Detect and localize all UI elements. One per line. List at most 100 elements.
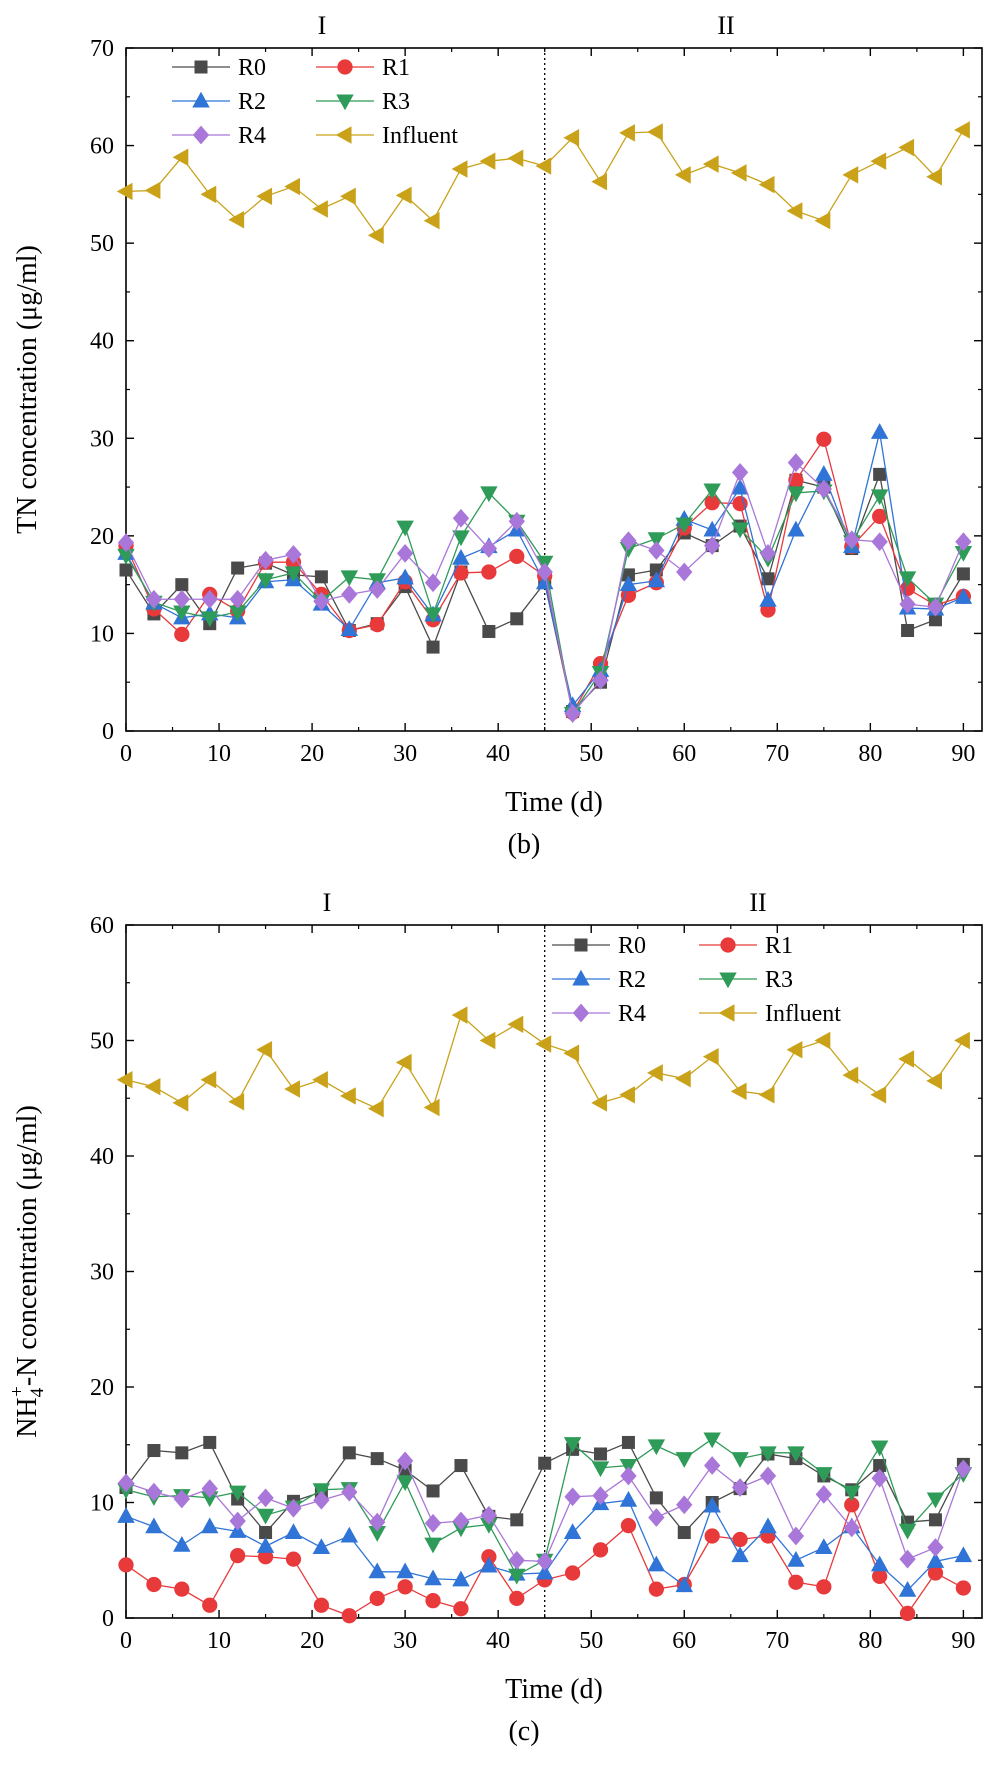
data-point-r3 [284,566,303,583]
data-point-r4 [871,532,888,552]
data-point-r0 [426,640,440,654]
series-r4 [117,453,972,723]
data-point-influent [591,172,608,191]
y-tick-label: 30 [90,1260,114,1286]
data-point-r0 [928,1513,942,1527]
y-tick-label: 40 [90,329,114,355]
data-point-r0 [342,1446,356,1460]
data-point-r1 [872,1568,888,1585]
data-point-r2 [340,620,359,637]
legend-label: R3 [765,967,793,993]
legend-item-r1: R1 [316,55,410,81]
data-point-influent [926,168,942,186]
legend-item-influent: Influent [316,123,458,149]
data-point-r1 [369,617,385,633]
data-point-r4 [229,1511,246,1531]
data-point-influent [954,1031,970,1050]
data-point-r3 [452,530,470,547]
data-point-r4 [173,1489,190,1509]
x-tick-label: 0 [120,741,132,767]
data-point-influent [395,1053,412,1072]
data-point-r4 [759,1466,777,1486]
legend-item-r4: R4 [172,123,266,149]
data-point-r1 [481,564,497,580]
data-point-r4 [480,539,498,558]
data-point-r3 [256,1508,275,1525]
data-point-influent [423,1098,440,1117]
phase-label-ii: II [749,888,766,917]
data-point-r4 [815,1485,832,1504]
data-point-r4 [396,1451,414,1471]
data-point-r2 [870,423,889,439]
y-tick-label: 60 [90,913,114,939]
data-point-r4 [285,545,302,564]
panel-c-nh4-chart: 0 10 20 30 40 50 60 70 80 90 0 10 20 30 40 50 60 R0 R1 R2 R… [7,888,983,1747]
y-tick-label: 60 [90,134,114,160]
legend-label: R2 [238,89,266,115]
data-point-r4 [676,562,693,582]
data-point-r4 [620,1466,637,1486]
data-point-r2 [396,1562,414,1579]
data-point-r2 [340,1526,359,1543]
x-tick-label: 80 [858,1628,882,1654]
data-point-r1 [313,1597,330,1613]
data-point-r4 [787,1526,805,1546]
data-point-r0 [454,1459,468,1473]
data-point-r4 [508,511,525,531]
data-point-r4 [592,670,609,690]
legend-marker-influent [335,126,352,144]
data-point-influent [284,1080,300,1098]
legend-marker-r3 [719,972,737,989]
x-tick-label: 70 [765,1628,789,1654]
data-point-influent [814,211,831,230]
legend-marker-r2 [572,969,590,986]
legend-marker-r0 [574,938,588,952]
x-tick-label: 30 [393,1628,417,1654]
data-point-influent [367,1099,384,1118]
legend-label: Influent [765,1001,841,1027]
data-point-r1 [509,1590,525,1606]
data-point-r3 [647,532,666,549]
data-point-r2 [312,1538,331,1555]
legend-marker-influent [718,1004,735,1022]
data-point-r2 [759,590,777,607]
data-point-r2 [619,1490,638,1507]
data-point-influent [116,182,133,201]
y-axis-label: TN concentration (μg/ml) [12,245,43,534]
data-point-r4 [899,1549,916,1569]
data-point-influent [786,1041,803,1059]
data-point-influent [451,160,468,178]
data-point-r4 [648,541,665,560]
data-point-r2 [368,1562,386,1579]
data-point-r2 [619,575,638,592]
data-point-r2 [759,1517,777,1534]
legend-item-r2: R2 [172,89,266,115]
data-point-r2 [535,1563,554,1580]
data-point-influent [842,166,859,184]
y-axis-label-sup: + [7,1386,28,1397]
data-point-r2 [731,1546,749,1563]
data-point-r4 [759,544,777,563]
data-point-influent [619,1086,635,1104]
data-point-r1 [509,548,525,564]
data-point-influent [395,186,412,205]
data-point-influent [674,166,691,184]
data-point-r4 [480,1505,498,1525]
data-point-influent [200,1071,217,1089]
data-point-influent [228,1092,245,1111]
y-axis-label-main: NH [12,1397,43,1437]
data-point-r4 [843,530,860,550]
data-point-r4 [815,479,832,499]
panel-label: (c) [508,1716,539,1747]
data-point-r4 [731,1478,749,1497]
data-point-r0 [119,563,133,577]
legend-item-r0: R0 [552,933,646,959]
data-point-r2 [675,1576,693,1593]
data-point-r2 [452,549,470,565]
legend-label: R0 [238,55,266,81]
legend-label: R3 [382,89,410,115]
data-point-r4 [173,589,190,609]
data-point-influent [479,152,496,170]
data-point-r4 [257,550,274,570]
y-tick-label: 30 [90,426,114,452]
